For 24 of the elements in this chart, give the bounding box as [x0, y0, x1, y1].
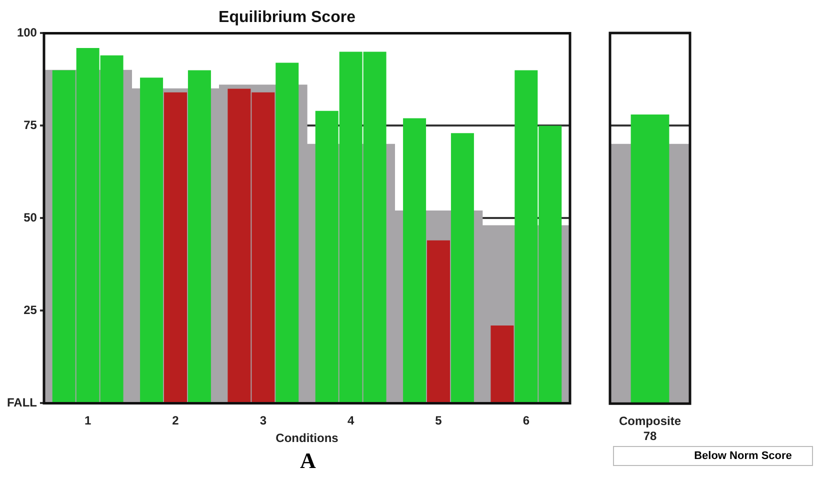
x-tick-label: 1	[84, 414, 92, 428]
data-label: 78	[643, 428, 657, 443]
text: Below Norm Score	[613, 446, 813, 466]
x-tick-label: Composite	[618, 414, 682, 428]
x-tick-label: 3	[260, 414, 267, 428]
y-tick-label: 75	[24, 118, 38, 132]
chart-title: Equilibrium Score	[218, 9, 356, 26]
x-tick-label: 5	[435, 414, 442, 428]
x-tick-label: 2	[172, 414, 180, 428]
bar	[140, 78, 164, 402]
x-tick-label: 6	[522, 414, 530, 428]
text: A	[300, 448, 316, 474]
bar	[450, 133, 474, 402]
y-tick-label: 100	[16, 26, 38, 40]
bar	[164, 92, 187, 402]
x-tick-label: 4	[347, 414, 354, 428]
y-tick-label: 25	[24, 303, 38, 318]
x-axis-title: Conditions	[276, 431, 339, 446]
bar	[188, 70, 211, 402]
y-tick-label: FALL	[6, 396, 37, 410]
bar	[403, 118, 426, 402]
bar	[276, 62, 299, 402]
y-tick-label: 50	[24, 210, 38, 225]
bar	[426, 240, 450, 402]
